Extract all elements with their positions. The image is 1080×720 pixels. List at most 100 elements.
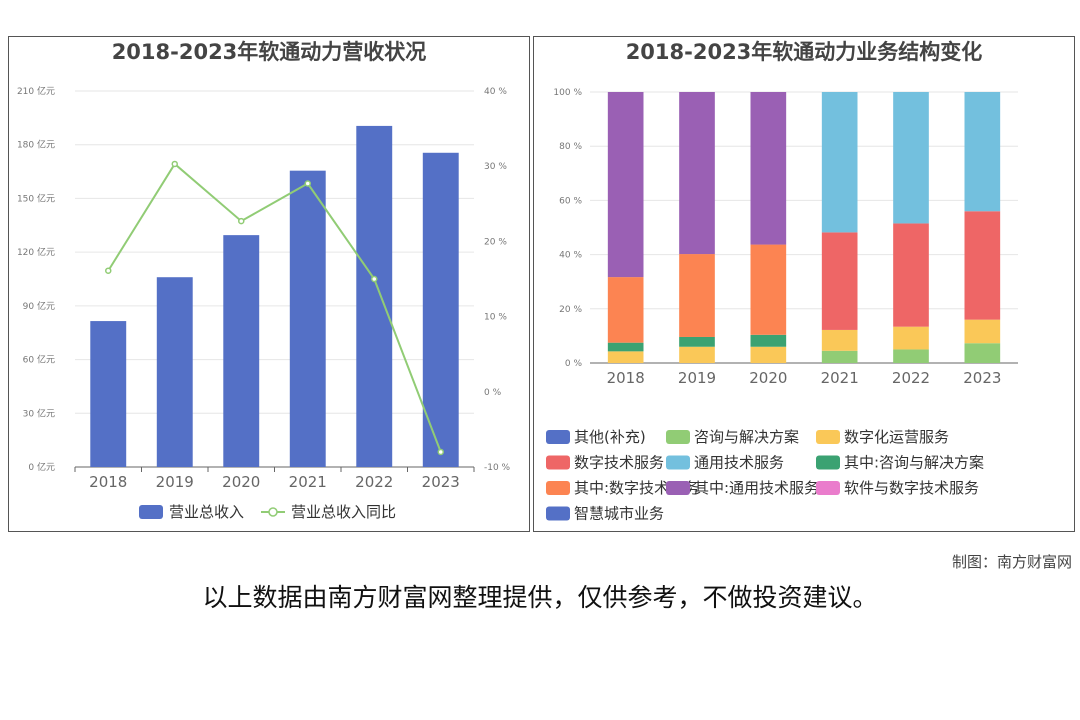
chart-title: 2018-2023年软通动力业务结构变化 xyxy=(626,40,983,64)
legend-swatch-revenue xyxy=(139,505,163,519)
legend-label: 其他(补充) xyxy=(574,428,646,446)
stacked-segment xyxy=(679,346,715,363)
y-left-tick-label: 180 亿元 xyxy=(17,139,55,151)
stacked-segment xyxy=(893,349,929,363)
x-tick-label: 2020 xyxy=(749,369,787,387)
y-tick-label: 100 % xyxy=(553,88,582,98)
revenue-bar xyxy=(422,152,459,467)
revenue-chart-panel: 2018-2023年软通动力营收状况 0 亿元 30 亿元 60 亿元 90 亿元 120… xyxy=(8,36,530,532)
y-tick-label: 60 % xyxy=(559,196,582,206)
y-left-tick-label: 30 亿元 xyxy=(23,407,55,419)
yoy-growth-point xyxy=(437,448,444,456)
stacked-segment xyxy=(750,346,787,363)
y-right-tick-label: 20 % xyxy=(484,237,507,247)
revenue-bar xyxy=(156,277,193,467)
revenue-chart: 2018-2023年软通动力营收状况 0 亿元 30 亿元 60 亿元 90 亿元 120… xyxy=(17,40,511,521)
x-tick-label: 2021 xyxy=(289,473,327,491)
x-tick-label: 2021 xyxy=(821,369,859,387)
y-left-tick-label: 210 亿元 xyxy=(17,85,55,97)
legend-swatch xyxy=(666,455,690,470)
stacked-segment xyxy=(821,329,858,351)
y-right-tick-label: 30 % xyxy=(484,162,507,172)
legend-label: 其中:咨询与解决方案 xyxy=(844,454,984,472)
stacked-segment xyxy=(607,92,644,278)
business-structure-chart: 2018-2023年软通动力业务结构变化 0 % 20 % 40 % 60 % 80 % 1… xyxy=(546,40,1018,523)
stacked-segment xyxy=(750,334,787,347)
revenue-bar xyxy=(223,235,260,467)
business-structure-chart-panel: 2018-2023年软通动力业务结构变化 0 % 20 % 40 % 60 % 80 % 1… xyxy=(533,36,1075,532)
legend-swatch xyxy=(666,481,690,495)
stacked-segment xyxy=(679,92,715,255)
disclaimer-text: 以上数据由南方财富网整理提供，仅供参考，不做投资建议。 xyxy=(202,583,878,612)
legend-label: 其中:通用技术服务 xyxy=(694,479,819,497)
legend-label: 通用技术服务 xyxy=(694,454,784,472)
y-left-tick-label: 90 亿元 xyxy=(23,300,55,312)
stacked-segment xyxy=(607,277,644,343)
x-tick-label: 2023 xyxy=(963,369,1001,387)
legend-swatch xyxy=(816,455,840,470)
legend-label: 数字化运营服务 xyxy=(844,428,949,446)
y-tick-label: 20 % xyxy=(559,305,582,315)
legend-label-revenue: 营业总收入 xyxy=(169,503,244,521)
stacked-segment xyxy=(893,326,929,350)
stacked-segment xyxy=(750,244,787,335)
legend-swatch-yoy-marker xyxy=(268,507,278,517)
y-left-tick-label: 150 亿元 xyxy=(17,192,55,204)
legend-swatch xyxy=(546,481,570,495)
x-tick-label: 2019 xyxy=(678,369,716,387)
y-right-tick-label: -10 % xyxy=(484,463,511,473)
x-tick-label: 2022 xyxy=(355,473,393,491)
stacked-segment xyxy=(821,350,858,363)
y-right-tick-label: 10 % xyxy=(484,313,507,323)
stacked-segment xyxy=(964,343,1001,363)
legend-label: 智慧城市业务 xyxy=(574,505,664,523)
stacked-segment xyxy=(679,254,715,337)
y-tick-label: 0 % xyxy=(565,359,583,369)
stacked-segment xyxy=(964,211,1001,320)
yoy-growth-point xyxy=(371,275,378,283)
revenue-bar xyxy=(356,125,393,468)
y-tick-label: 40 % xyxy=(559,251,582,261)
legend-swatch xyxy=(816,430,840,444)
legend-swatch xyxy=(816,481,840,495)
yoy-growth-line xyxy=(107,162,442,453)
stacked-segment xyxy=(607,342,644,352)
legend-label: 软件与数字技术服务 xyxy=(844,479,979,497)
chart-title: 2018-2023年软通动力营收状况 xyxy=(112,40,427,64)
stacked-segment xyxy=(964,319,1001,344)
x-tick-label: 2023 xyxy=(422,473,460,491)
y-right-tick-label: 40 % xyxy=(484,87,507,97)
y-right-tick-label: 0 % xyxy=(484,388,502,398)
stacked-segment xyxy=(821,232,858,330)
yoy-growth-point xyxy=(304,180,311,187)
revenue-bar xyxy=(289,170,326,467)
stacked-segment xyxy=(607,351,644,363)
chart-credit: 制图：南方财富网 xyxy=(951,553,1072,571)
stacked-segment xyxy=(893,92,929,224)
revenue-bar xyxy=(90,321,127,467)
y-left-tick-label: 0 亿元 xyxy=(28,461,55,473)
legend-swatch xyxy=(666,430,690,444)
x-tick-label: 2022 xyxy=(892,369,930,387)
yoy-growth-point xyxy=(105,267,112,274)
legend-swatch xyxy=(546,455,570,470)
legend-label-yoy: 营业总收入同比 xyxy=(291,503,396,521)
yoy-growth-point xyxy=(238,217,245,225)
x-tick-label: 2020 xyxy=(222,473,260,491)
y-left-tick-label: 120 亿元 xyxy=(17,246,55,258)
y-tick-label: 80 % xyxy=(559,142,582,152)
legend-swatch xyxy=(546,506,570,521)
stacked-segment xyxy=(893,223,929,327)
stacked-segment xyxy=(679,336,715,347)
x-tick-label: 2018 xyxy=(89,473,127,491)
x-tick-label: 2018 xyxy=(607,369,645,387)
x-tick-label: 2019 xyxy=(156,473,194,491)
legend-label: 数字技术服务 xyxy=(574,454,664,472)
stacked-segment xyxy=(964,92,1001,212)
legend-swatch xyxy=(546,430,570,444)
stacked-segment xyxy=(821,92,858,233)
yoy-growth-point xyxy=(171,160,178,168)
stacked-segment xyxy=(750,92,787,245)
y-left-tick-label: 60 亿元 xyxy=(23,354,55,366)
legend-label: 咨询与解决方案 xyxy=(694,428,799,446)
